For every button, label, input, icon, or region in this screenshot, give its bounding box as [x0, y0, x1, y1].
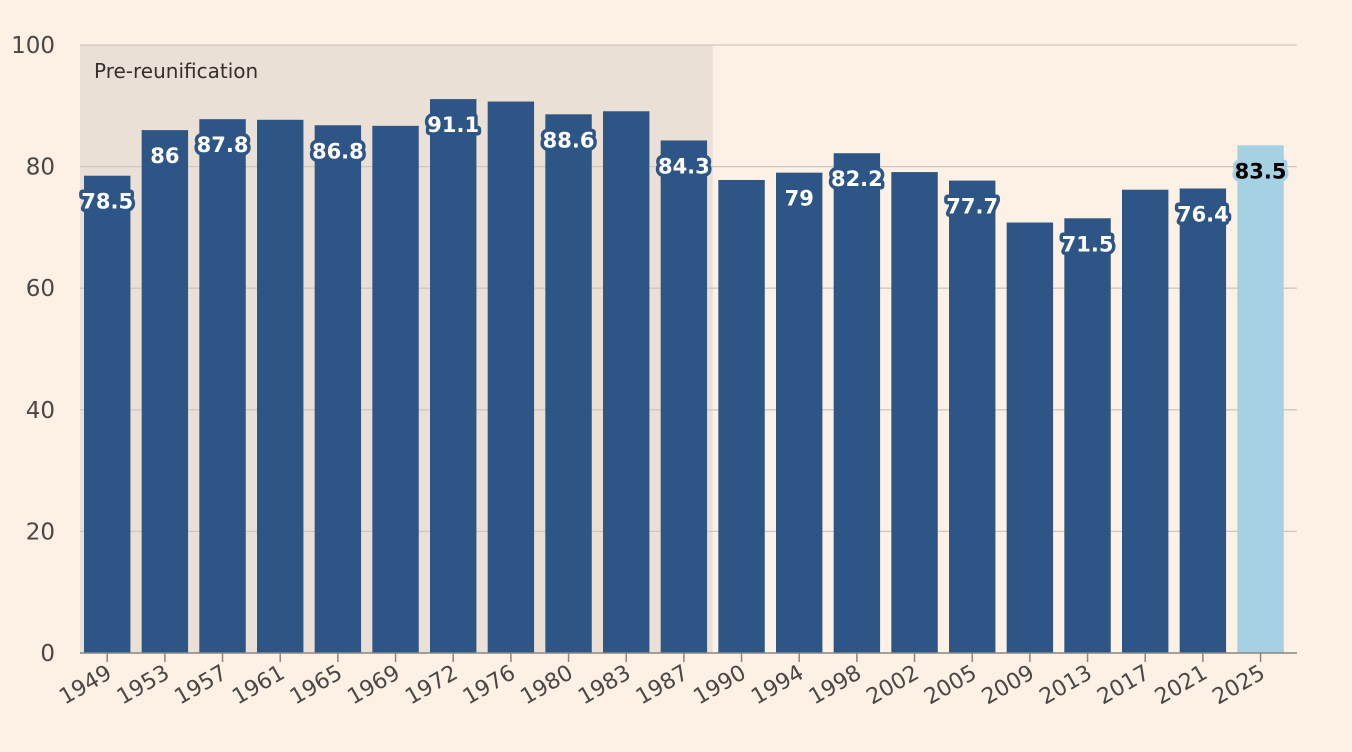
bar-1983 [603, 111, 650, 654]
y-axis-ticks: 0 20 40 60 80 100 [11, 33, 55, 667]
bar-1949 [84, 175, 131, 653]
x-axis: 1949195319571961196519691972197619801983… [55, 652, 1297, 711]
pre-reunification-label: Pre-reunification [94, 59, 258, 83]
bar-1994 [776, 172, 823, 653]
bar-2021 [1179, 188, 1227, 653]
bar-1953 [141, 130, 189, 653]
y-tick-label-20: 20 [26, 519, 55, 545]
x-tick-label-1969: 1969 [344, 661, 405, 711]
bar-1998 [833, 153, 881, 653]
x-tick-label-1980: 1980 [517, 661, 578, 711]
x-tick-label-1998: 1998 [805, 661, 866, 711]
x-tick-label-2005: 2005 [920, 661, 981, 711]
x-tick-label-1953: 1953 [113, 661, 174, 711]
bar-1972 [430, 99, 477, 653]
y-tick-label-60: 60 [26, 276, 55, 302]
data-label-1957: 87.8 [197, 133, 249, 157]
x-tick-label-1965: 1965 [286, 661, 347, 711]
x-tick-label-1957: 1957 [171, 661, 232, 711]
bar-1961 [257, 119, 304, 653]
data-label-2005: 77.7 [946, 195, 998, 219]
bar-1990 [718, 179, 765, 653]
data-label-1953: 86 [150, 144, 179, 168]
x-tick-label-1990: 1990 [690, 661, 751, 711]
x-tick-label-2009: 2009 [978, 661, 1039, 711]
data-labels: 78.5 86 87.8 86.8 91.1 88.6 84.3 79 82.2 77.7 71.5… [78, 110, 1290, 260]
bar-1965 [314, 125, 362, 654]
data-label-2025: 83.5 [1235, 159, 1287, 183]
x-tick-label-1972: 1972 [401, 661, 462, 711]
y-tick-label-80: 80 [26, 155, 55, 181]
data-label-1972: 91.1 [427, 113, 479, 137]
bar-2009 [1006, 222, 1054, 653]
x-tick-label-1976: 1976 [459, 661, 520, 711]
x-tick-label-1994: 1994 [747, 661, 808, 711]
x-tick-label-2021: 2021 [1151, 661, 1212, 711]
x-tick-label-1949: 1949 [55, 661, 116, 711]
x-tick-label-2025: 2025 [1209, 661, 1270, 711]
y-tick-label-0: 0 [40, 641, 55, 667]
x-tick-label-1983: 1983 [574, 661, 635, 711]
bar-1969 [372, 125, 419, 653]
x-tick-label-1961: 1961 [228, 661, 289, 711]
bars [84, 99, 1284, 654]
bar-1987 [660, 140, 708, 653]
y-tick-label-100: 100 [11, 33, 55, 59]
data-label-2013: 71.5 [1062, 232, 1114, 256]
data-label-1987: 84.3 [658, 154, 710, 178]
data-label-1994: 79 [785, 187, 814, 211]
bar-2017 [1122, 189, 1169, 654]
x-tick-label-1987: 1987 [632, 661, 693, 711]
x-tick-label-2017: 2017 [1093, 661, 1154, 711]
bar-1980 [545, 114, 592, 653]
bar-2005 [949, 180, 996, 654]
x-tick-label-2013: 2013 [1036, 661, 1097, 711]
data-label-1965: 86.8 [312, 139, 364, 163]
bar-1957 [199, 119, 246, 653]
x-tick-label-2002: 2002 [863, 661, 924, 711]
bar-2013 [1064, 218, 1111, 653]
data-label-2021: 76.4 [1177, 202, 1229, 226]
data-label-1980: 88.6 [543, 128, 595, 152]
bar-1976 [487, 101, 535, 653]
bar-2025 [1237, 145, 1284, 653]
data-label-1949: 78.5 [81, 190, 133, 214]
data-label-1998: 82.2 [831, 167, 883, 191]
bar-2002 [891, 172, 938, 653]
y-tick-label-40: 40 [26, 398, 55, 424]
